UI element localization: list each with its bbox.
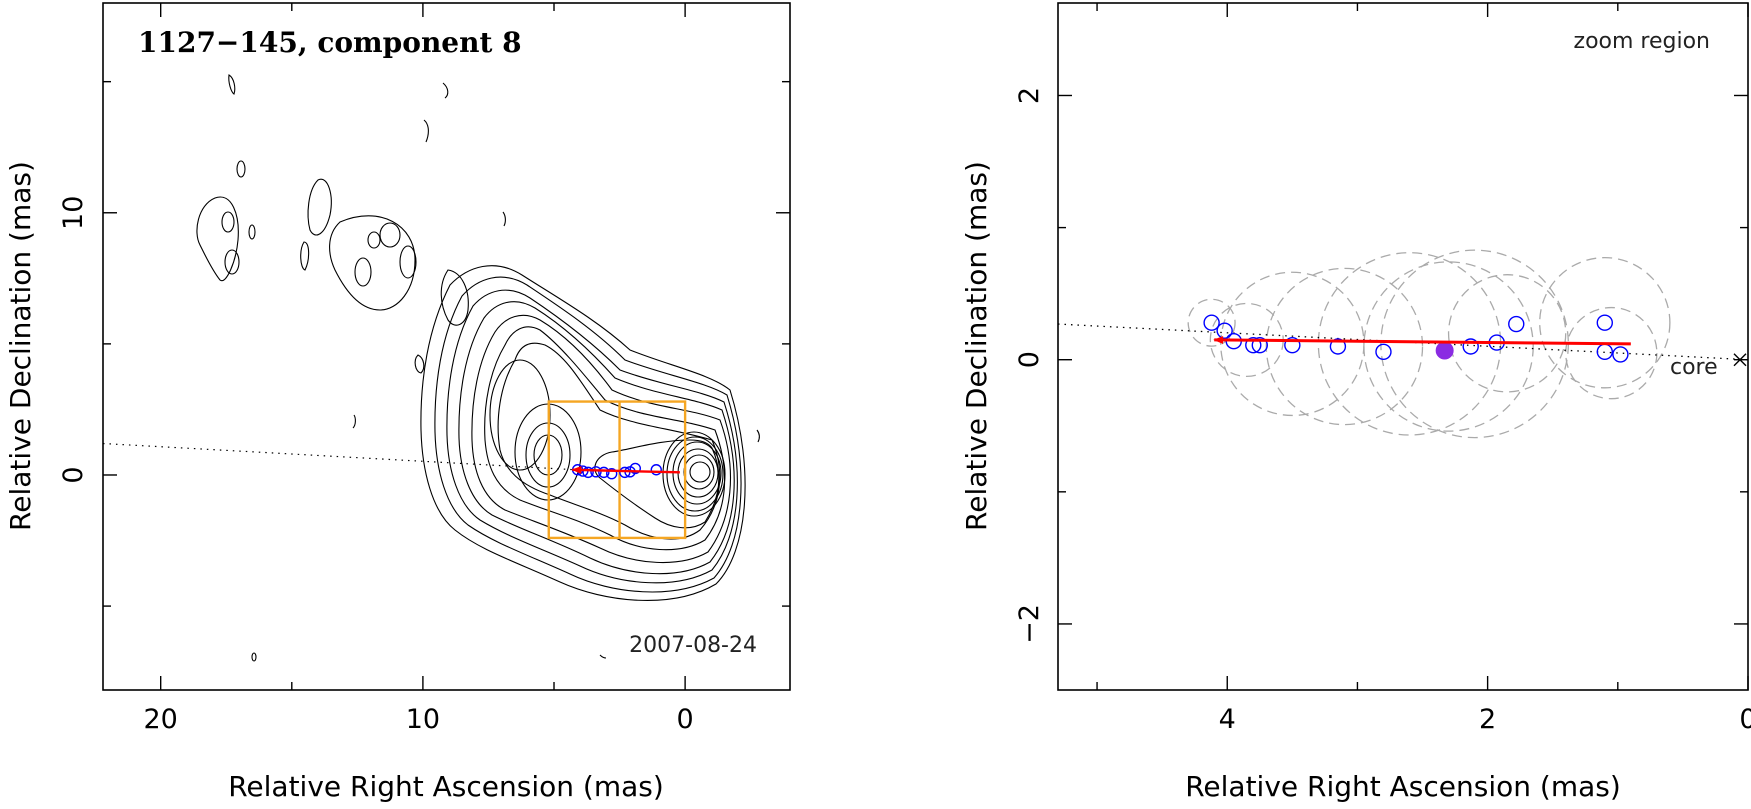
contour <box>442 82 449 99</box>
y-tick-label: 10 <box>58 196 89 230</box>
fitted-component-circle <box>1363 261 1534 432</box>
contour <box>599 654 607 659</box>
right-plot-frame <box>1057 2 1749 691</box>
component-position-marker <box>1612 346 1629 363</box>
x-tick-label: 0 <box>1739 704 1751 735</box>
fitted-component-circle <box>1565 306 1658 400</box>
right-y-axis-label: Relative Declination (mas) <box>960 161 993 531</box>
component-position-marker <box>582 466 594 479</box>
y-tick-label: 0 <box>1014 351 1045 368</box>
motion-arrow <box>571 465 680 474</box>
contour <box>423 119 429 143</box>
contour <box>251 652 257 662</box>
component-position-marker <box>1375 343 1392 360</box>
left-y-axis-label: Relative Declination (mas) <box>4 161 37 531</box>
component-position-marker <box>1216 322 1233 339</box>
contour <box>228 74 236 95</box>
component-position-marker <box>605 467 618 480</box>
x-tick-label: 4 <box>1219 704 1236 735</box>
contour <box>354 257 372 287</box>
y-tick-label: 2 <box>1014 87 1045 104</box>
component-position-marker <box>1284 336 1301 354</box>
contour <box>446 289 738 584</box>
left-axes: 20 10 0 10 0 <box>58 3 790 735</box>
y-tick-label: 0 <box>58 466 89 483</box>
fitted-component-circle <box>1447 274 1567 393</box>
contour <box>399 245 417 279</box>
contour <box>689 461 711 483</box>
contour <box>440 269 469 326</box>
contour <box>307 178 332 236</box>
contour <box>414 354 425 374</box>
contour <box>379 222 401 248</box>
component-position-marker <box>1508 315 1525 333</box>
component-position-marker <box>1329 338 1347 355</box>
x-tick-label: 0 <box>677 704 694 735</box>
contour <box>756 429 760 443</box>
contour <box>497 342 721 540</box>
left-overlay <box>102 400 687 540</box>
contour-map <box>196 74 760 662</box>
right-overlay <box>1057 314 1749 367</box>
contour <box>484 326 726 551</box>
contour <box>434 276 742 593</box>
zoom-region-label: zoom region <box>1574 29 1710 54</box>
fitted-component-circle <box>1187 298 1236 347</box>
contour <box>221 211 235 233</box>
contour <box>458 301 735 575</box>
current-epoch-marker <box>1435 341 1454 360</box>
left-plot-frame <box>102 2 791 691</box>
left-x-axis-label: Relative Right Ascension (mas) <box>228 770 664 803</box>
right-x-axis-label: Relative Right Ascension (mas) <box>1185 770 1621 803</box>
contour <box>236 160 246 178</box>
right-panel: 4 2 0 2 0 −2 zoom region core Relative Right … <box>960 2 1751 803</box>
component-position-marker <box>619 466 631 479</box>
component-position-marker <box>1203 314 1220 331</box>
x-tick-label: 10 <box>406 704 440 735</box>
motion-arrow <box>1213 335 1631 346</box>
component-position-marker <box>590 466 602 478</box>
x-tick-label: 20 <box>144 704 178 735</box>
contour <box>594 439 720 529</box>
y-tick-label: −2 <box>1014 604 1045 644</box>
left-panel: 20 10 0 10 0 1127−145, component 8 2007-08-2… <box>4 2 791 803</box>
component-position-marker <box>1596 314 1613 331</box>
contour <box>420 265 746 601</box>
chart-title: 1127−145, component 8 <box>138 26 522 59</box>
contour <box>329 215 416 311</box>
x-tick-label: 2 <box>1479 704 1496 735</box>
fitted-component-circle <box>1539 256 1671 389</box>
component-position-marker <box>1462 338 1479 355</box>
zoom-region-box <box>547 400 687 540</box>
trajectory-line <box>102 442 576 471</box>
contour <box>502 211 506 227</box>
right-axes: 4 2 0 2 0 −2 <box>1014 3 1751 735</box>
contour <box>248 224 256 240</box>
fitted-component-circle <box>1220 271 1365 417</box>
component-position-marker <box>629 462 641 475</box>
contour <box>196 196 239 282</box>
contour <box>489 359 551 471</box>
component-position-marker <box>650 464 662 476</box>
component-position-marker <box>1251 336 1268 354</box>
fitted-component-circle <box>1265 267 1424 426</box>
component-position-marker <box>1245 336 1262 354</box>
component-position-marker <box>598 466 610 479</box>
contour <box>367 231 381 249</box>
contour <box>471 314 731 564</box>
contour <box>352 414 356 429</box>
contour <box>224 249 240 275</box>
observation-date: 2007-08-24 <box>629 633 757 658</box>
contour <box>666 436 724 512</box>
core-label: core <box>1670 355 1718 380</box>
contour <box>300 241 310 271</box>
